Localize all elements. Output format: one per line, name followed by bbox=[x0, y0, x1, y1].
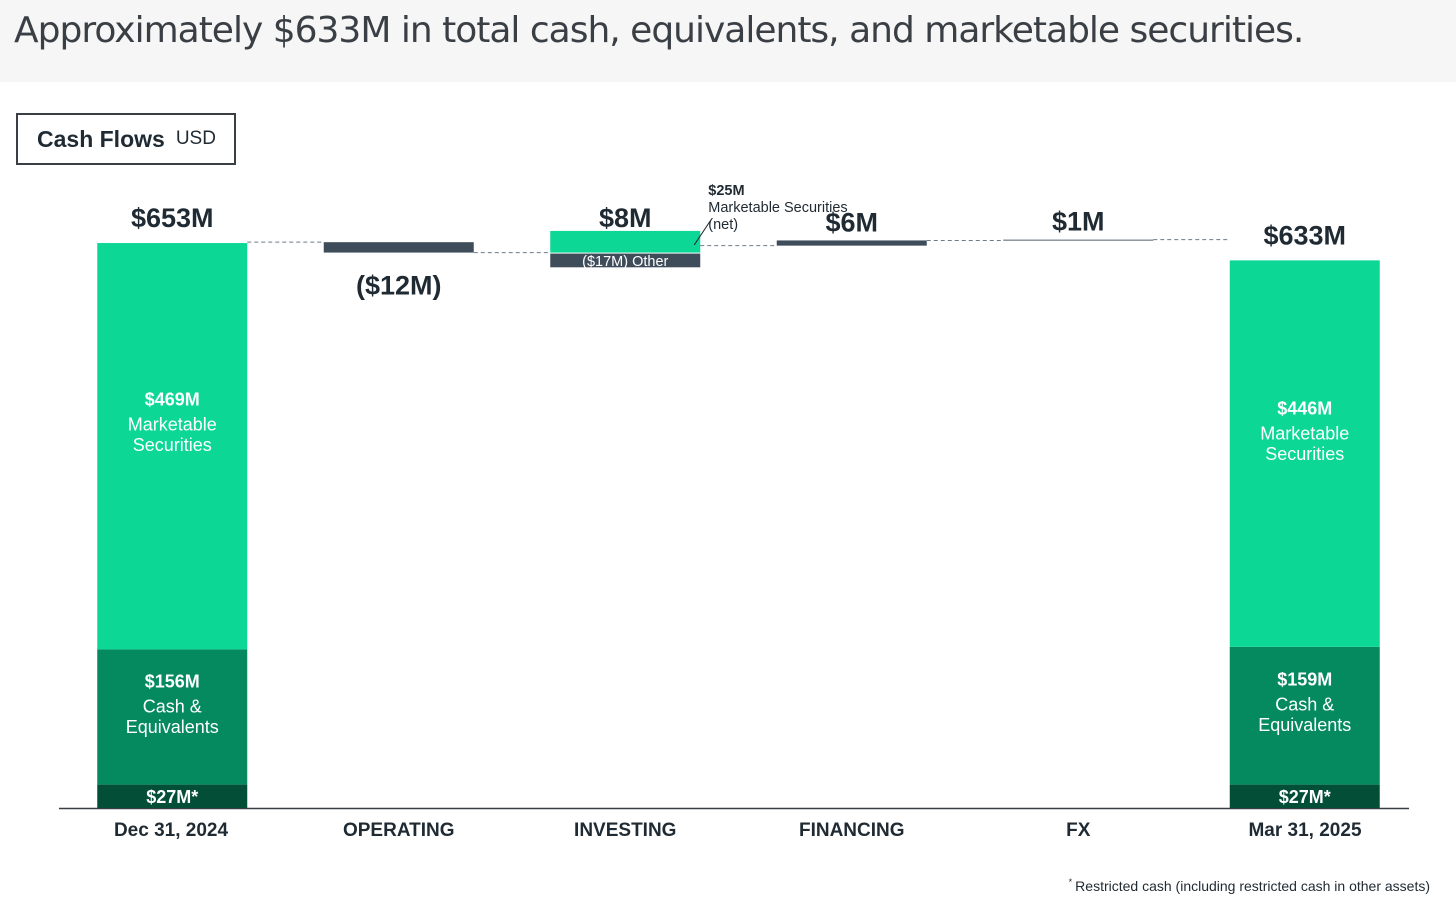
investing-marketable-desc-0: Marketable Securities bbox=[708, 200, 847, 216]
flow-bar-3 bbox=[1003, 239, 1154, 241]
investing-marketable-value: $25M bbox=[708, 183, 744, 199]
flow-bar-0 bbox=[323, 242, 474, 253]
end-bar-total-label: $633M bbox=[1263, 221, 1346, 251]
investing-callout-line bbox=[693, 220, 711, 246]
investing-marketable-bar bbox=[550, 230, 701, 253]
flow-label-2: $6M bbox=[825, 207, 878, 237]
start-bar-segment-1-value: $156M bbox=[145, 671, 200, 691]
end-bar-segment-1-desc-0: Cash & bbox=[1275, 694, 1334, 714]
flow-bar-2 bbox=[776, 240, 927, 246]
chart-unit: USD bbox=[175, 128, 216, 149]
footnote-marker: * bbox=[1068, 877, 1073, 887]
end-bar-segment-1-value: $159M bbox=[1277, 669, 1332, 689]
category-label-1: OPERATING bbox=[343, 820, 455, 841]
category-label-3: FINANCING bbox=[799, 820, 905, 841]
investing-other-label: ($17M) Other bbox=[582, 254, 668, 270]
page-title: Approximately $633M in total cash, equiv… bbox=[14, 10, 1304, 51]
category-label-4: FX bbox=[1066, 820, 1091, 841]
end-bar-segment-2 bbox=[1229, 260, 1380, 647]
start-bar-segment-1-desc-0: Cash & bbox=[143, 696, 202, 716]
investing-net-label: $8M bbox=[599, 203, 652, 233]
category-label-0: Dec 31, 2024 bbox=[114, 820, 229, 841]
end-bar-segment-2-desc-0: Marketable bbox=[1260, 424, 1349, 444]
header-band: Approximately $633M in total cash, equiv… bbox=[0, 0, 1456, 82]
investing-marketable-desc-1: (net) bbox=[708, 217, 738, 233]
investing-other-bar bbox=[550, 253, 701, 268]
start-bar-segment-1 bbox=[97, 649, 248, 785]
waterfall-chart: Dec 31, 2024 OPERATING INVESTING FINANCING F… bbox=[59, 183, 1409, 841]
chart-title-box: Cash Flows USD bbox=[16, 113, 236, 165]
end-bar-restricted-label: $27M* bbox=[1279, 787, 1331, 807]
start-bar-segment-1-desc-1: Equivalents bbox=[126, 717, 219, 737]
footnote-text: Restricted cash (including restricted ca… bbox=[1075, 878, 1430, 894]
end-bar-segment-2-value: $446M bbox=[1277, 399, 1332, 419]
end-bar-segment-1-desc-1: Equivalents bbox=[1258, 715, 1351, 735]
start-bar-segment-2-desc-1: Securities bbox=[133, 435, 212, 455]
start-bar-segment-2-value: $469M bbox=[145, 390, 200, 410]
start-bar-segment-2 bbox=[97, 243, 248, 650]
chart-title: Cash Flows bbox=[37, 125, 165, 152]
start-bar-restricted-label: $27M* bbox=[146, 787, 198, 807]
flow-label-3: $1M bbox=[1052, 207, 1105, 237]
footnote: * Restricted cash (including restricted c… bbox=[1069, 877, 1430, 894]
end-bar-segment-0 bbox=[1229, 784, 1380, 808]
category-label-2: INVESTING bbox=[574, 820, 676, 841]
start-bar-segment-0 bbox=[97, 784, 248, 808]
start-bar-total-label: $653M bbox=[131, 203, 214, 233]
flow-label-0: ($12M) bbox=[356, 271, 442, 301]
start-bar-segment-2-desc-0: Marketable bbox=[128, 415, 217, 435]
end-bar-segment-2-desc-1: Securities bbox=[1265, 444, 1344, 464]
category-label-5: Mar 31, 2025 bbox=[1248, 820, 1361, 841]
end-bar-segment-1 bbox=[1229, 646, 1380, 785]
